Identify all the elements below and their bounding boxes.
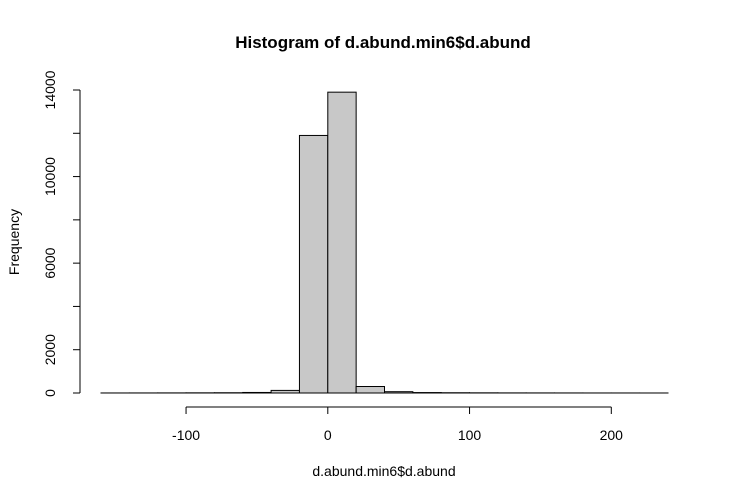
- chart-title: Histogram of d.abund.min6$d.abund: [235, 33, 531, 52]
- y-tick-label: 2000: [42, 334, 58, 365]
- histogram-bar: [355, 386, 385, 394]
- histogram-bar: [327, 91, 357, 394]
- y-tick-label: 0: [42, 389, 58, 397]
- x-axis-label: d.abund.min6$d.abund: [312, 463, 455, 479]
- x-tick-label: 200: [600, 427, 624, 443]
- x-tick-label: -100: [172, 427, 200, 443]
- y-tick-label: 6000: [42, 247, 58, 278]
- histogram-bar: [298, 134, 329, 394]
- y-axis: 0 2000 6000 10000 14000: [42, 70, 81, 397]
- y-axis-label: Frequency: [6, 209, 22, 275]
- y-tick-label: 10000: [42, 157, 58, 196]
- histogram-bars: [100, 91, 669, 394]
- x-tick-label: 0: [324, 427, 332, 443]
- x-axis: -100 0 100 200: [172, 406, 624, 443]
- y-tick-label: 14000: [42, 70, 58, 109]
- x-tick-label: 100: [458, 427, 482, 443]
- histogram-bar: [384, 391, 414, 394]
- histogram-bar: [270, 389, 300, 394]
- histogram-bar: [242, 391, 272, 394]
